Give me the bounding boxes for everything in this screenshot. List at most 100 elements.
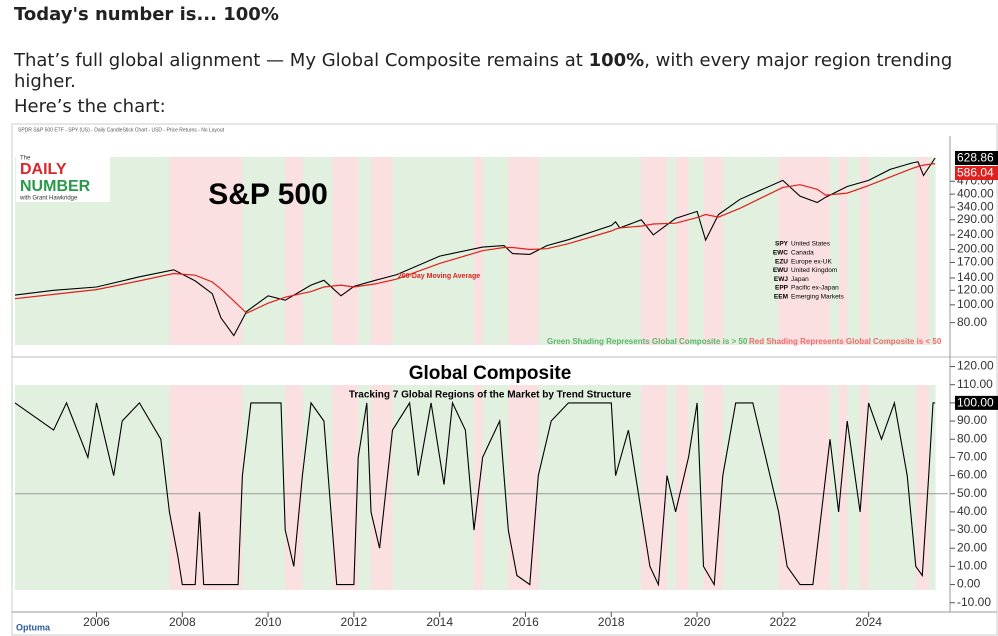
y-tick-label: 60.00 xyxy=(957,468,987,482)
regime-shading xyxy=(529,157,539,345)
regime-shading xyxy=(310,385,325,590)
regime-shading xyxy=(628,385,642,590)
regime-shading xyxy=(169,385,179,590)
footer-logo: Optuma xyxy=(16,622,51,632)
regime-shading xyxy=(366,157,372,345)
logo-line1: DAILY xyxy=(20,161,67,178)
regime-shading xyxy=(242,385,252,590)
regime-shading xyxy=(53,157,67,345)
regime-shading xyxy=(418,385,432,590)
regime-shading xyxy=(847,157,861,345)
regime-shading xyxy=(443,157,454,345)
regime-shading xyxy=(431,157,445,345)
regime-shading xyxy=(838,385,848,590)
y-tick-label: 120.00 xyxy=(957,359,994,373)
regime-shading xyxy=(199,385,205,590)
x-tick-label: 2016 xyxy=(512,615,539,629)
regime-shading xyxy=(358,385,368,590)
region-ticker: EWJ xyxy=(774,276,788,283)
regime-shading xyxy=(516,157,531,345)
region-ticker: EZU xyxy=(775,258,788,265)
regime-shading xyxy=(812,385,822,590)
regime-shading xyxy=(778,385,788,590)
regime-shading xyxy=(735,385,754,590)
y-tick-label: 30.00 xyxy=(957,522,987,536)
regime-shading xyxy=(881,385,895,590)
regime-shading xyxy=(323,385,333,590)
regime-shading xyxy=(568,385,591,590)
y-tick-label: 10.00 xyxy=(957,559,987,573)
regime-shading xyxy=(293,385,303,590)
x-tick-label: 2020 xyxy=(684,615,711,629)
y-tick-label: 80.00 xyxy=(957,315,987,329)
regime-shading xyxy=(15,385,55,590)
x-tick-label: 2024 xyxy=(855,615,882,629)
regime-shading xyxy=(508,385,518,590)
regime-shading xyxy=(499,385,509,590)
regime-shading xyxy=(649,157,659,345)
regime-shading xyxy=(714,385,724,590)
regime-shading xyxy=(66,385,89,590)
regime-shading xyxy=(409,157,419,345)
regime-shading xyxy=(353,385,359,590)
regime-shading xyxy=(332,385,338,590)
regime-shading xyxy=(615,385,629,590)
regime-shading xyxy=(538,385,552,590)
heading: Today's number is... 100% xyxy=(14,4,279,25)
region-label: Emerging Markets xyxy=(791,294,844,301)
regime-shading xyxy=(203,385,226,590)
regime-shading xyxy=(452,157,466,345)
regime-shading xyxy=(778,157,788,345)
regime-shading xyxy=(675,157,689,345)
y-tick-label: 120.00 xyxy=(957,282,994,296)
region-label: Canada xyxy=(791,250,814,257)
y-tick-label: 100.00 xyxy=(957,297,994,311)
regime-shading xyxy=(894,385,908,590)
regime-shading xyxy=(641,157,651,345)
regime-shading xyxy=(199,157,205,345)
regime-shading xyxy=(169,157,179,345)
region-ticker: EWU xyxy=(773,267,788,274)
intro-text: , with every major region trending highe… xyxy=(14,50,953,92)
regime-shading xyxy=(302,385,312,590)
regime-shading xyxy=(538,157,552,345)
regime-shading xyxy=(703,157,715,345)
regime-shading xyxy=(122,157,140,345)
regime-shading xyxy=(353,157,359,345)
regime-shading xyxy=(821,385,831,590)
regime-shading xyxy=(358,157,368,345)
regime-shading xyxy=(302,157,312,345)
x-tick-label: 2010 xyxy=(255,615,282,629)
regime-shading xyxy=(551,385,569,590)
regime-shading xyxy=(332,157,338,345)
regime-shading xyxy=(482,385,501,590)
logo-box xyxy=(16,152,110,202)
region-ticker: EWC xyxy=(773,250,788,257)
value-label-box xyxy=(955,165,998,180)
regime-shading xyxy=(113,385,123,590)
regime-shading xyxy=(280,157,286,345)
regime-shading xyxy=(225,157,239,345)
regime-shading xyxy=(922,385,930,590)
logo-small: The xyxy=(20,156,31,162)
regime-shading xyxy=(787,385,801,590)
logo-line2: NUMBER xyxy=(20,178,91,195)
regime-shading xyxy=(821,157,831,345)
regime-shading xyxy=(615,157,629,345)
regime-shading xyxy=(203,157,226,345)
chart-title: S&P 500 xyxy=(208,178,328,211)
regime-shading xyxy=(473,157,484,345)
regime-shading xyxy=(722,157,737,345)
chart-title: Global Composite xyxy=(409,363,572,384)
value-label: 100.00 xyxy=(957,396,994,410)
intro-text: That’s full global alignment — My Global… xyxy=(14,50,589,71)
regime-shading xyxy=(336,157,355,345)
regime-shading xyxy=(551,157,569,345)
shading-note: Red Shading Represents Global Composite … xyxy=(749,337,942,346)
regime-shading xyxy=(649,385,659,590)
regime-shading xyxy=(122,385,140,590)
x-tick-label: 2018 xyxy=(598,615,625,629)
series-line xyxy=(14,157,936,337)
intro-bold: 100% xyxy=(588,50,645,71)
